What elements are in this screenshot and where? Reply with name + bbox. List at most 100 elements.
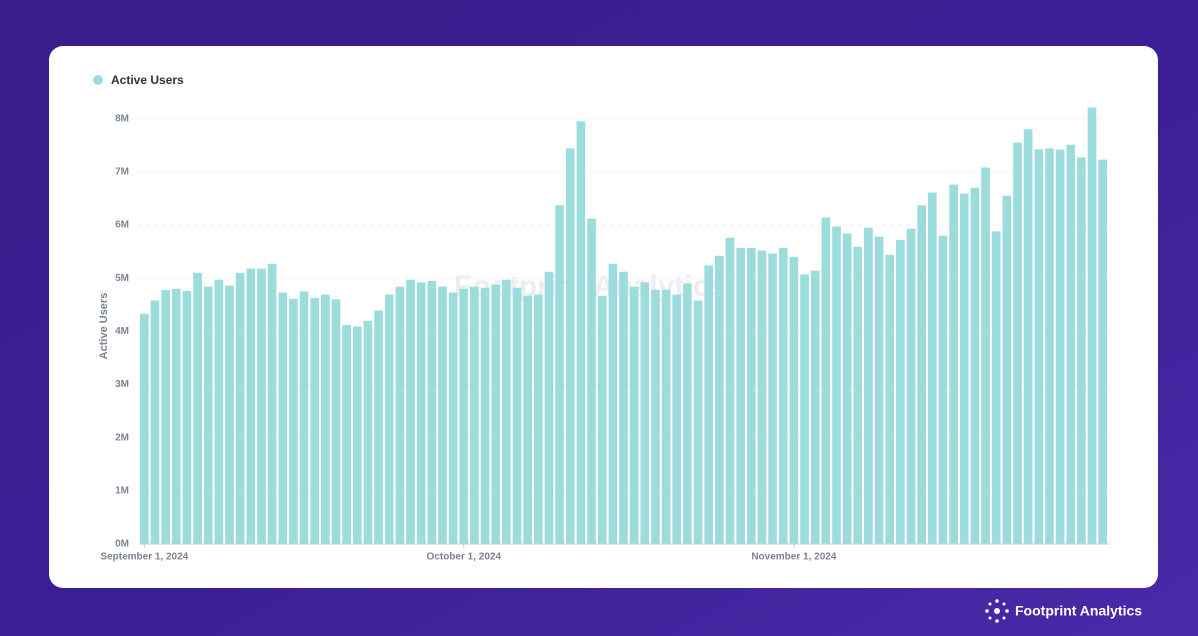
- bar: [374, 310, 383, 544]
- bar: [267, 263, 277, 544]
- bar: [757, 250, 767, 544]
- bar: [587, 218, 596, 544]
- bar: [480, 287, 490, 544]
- y-tick-label: 0M: [115, 539, 129, 550]
- bar: [555, 205, 564, 545]
- bar: [778, 247, 788, 544]
- bar: [384, 294, 394, 544]
- bar: [459, 288, 469, 544]
- bar: [331, 299, 341, 544]
- bar: [949, 184, 958, 544]
- bar: [1077, 157, 1086, 544]
- bar: [1098, 159, 1107, 544]
- y-tick-label: 3M: [115, 379, 129, 390]
- bar: [693, 300, 703, 544]
- bar: [140, 313, 149, 544]
- bar: [597, 295, 607, 544]
- bar: [1066, 144, 1076, 544]
- x-tick-label: September 1, 2024: [100, 552, 188, 563]
- bar: [1087, 107, 1097, 544]
- bar: [299, 291, 309, 544]
- bar: [203, 286, 213, 544]
- y-tick-label: 6M: [115, 220, 129, 231]
- y-axis-label: Active Users: [98, 293, 110, 360]
- bar: [810, 270, 820, 544]
- brand-logo: [985, 599, 1009, 623]
- bar: [991, 231, 1001, 545]
- bar: [352, 326, 362, 544]
- y-tick-label: 1M: [115, 485, 129, 496]
- bar: [523, 295, 532, 544]
- bar: [736, 247, 745, 544]
- bar: [725, 237, 735, 545]
- bar: [502, 279, 511, 544]
- bar: [416, 282, 426, 544]
- bar: [970, 187, 980, 544]
- bar: [704, 265, 714, 544]
- y-tick-label: 4M: [115, 326, 129, 337]
- bar: [715, 255, 724, 544]
- bar: [800, 274, 809, 544]
- bar: [608, 263, 618, 544]
- bar: [395, 286, 405, 544]
- legend-label: Active Users: [111, 73, 184, 87]
- plot: 0M 1M 2M 3M 4M 5M 6M 7M 8M September 1, 2024 Octob…: [100, 107, 1110, 563]
- bar: [533, 294, 543, 544]
- bar: [672, 294, 682, 544]
- bar: [310, 297, 320, 544]
- x-tick-label: November 1, 2024: [751, 552, 836, 563]
- bar: [321, 294, 330, 544]
- bar: [1002, 195, 1012, 545]
- bar: [917, 205, 926, 545]
- bar: [768, 253, 777, 544]
- bar: [182, 290, 192, 544]
- bar: [246, 268, 256, 544]
- bar: [938, 235, 948, 545]
- bar: [619, 271, 628, 544]
- bar: [874, 236, 884, 545]
- bar: [438, 286, 447, 544]
- bar: [171, 288, 181, 544]
- bar: [853, 246, 863, 544]
- y-tick-label: 7M: [115, 166, 129, 177]
- bar: [821, 217, 831, 544]
- bar: [640, 282, 650, 544]
- bar: [864, 227, 873, 544]
- bar: [1034, 149, 1044, 544]
- bar: [193, 272, 202, 544]
- bar: [363, 320, 373, 544]
- bar: [906, 228, 916, 544]
- bar: [885, 254, 895, 544]
- bar: [683, 283, 692, 544]
- bar: [342, 324, 351, 544]
- y-tick-label: 8M: [115, 113, 129, 124]
- bar: [1055, 149, 1065, 544]
- bar: [651, 289, 660, 544]
- bar: [512, 287, 522, 544]
- x-tick-label: October 1, 2024: [427, 552, 502, 563]
- bar: [491, 284, 501, 544]
- y-tick-label: 2M: [115, 432, 129, 443]
- bar: [257, 268, 266, 544]
- bar: [161, 289, 170, 544]
- bar: [448, 292, 458, 544]
- bar: [1013, 142, 1022, 544]
- bar: [565, 148, 575, 544]
- bar: [959, 193, 969, 545]
- y-tick-label: 5M: [115, 273, 129, 284]
- bar: [842, 233, 852, 545]
- bar: [896, 239, 905, 545]
- bar: [289, 298, 298, 544]
- bar: [470, 286, 479, 544]
- bar: [661, 289, 671, 544]
- bar: [406, 279, 415, 544]
- bar: [981, 167, 990, 545]
- bar: [832, 226, 841, 544]
- brand-name: Footprint Analytics: [1015, 603, 1142, 619]
- bar: [1023, 129, 1033, 544]
- bar: [278, 292, 288, 544]
- bar: [544, 271, 554, 544]
- bar: [746, 247, 756, 544]
- bar: [235, 272, 245, 544]
